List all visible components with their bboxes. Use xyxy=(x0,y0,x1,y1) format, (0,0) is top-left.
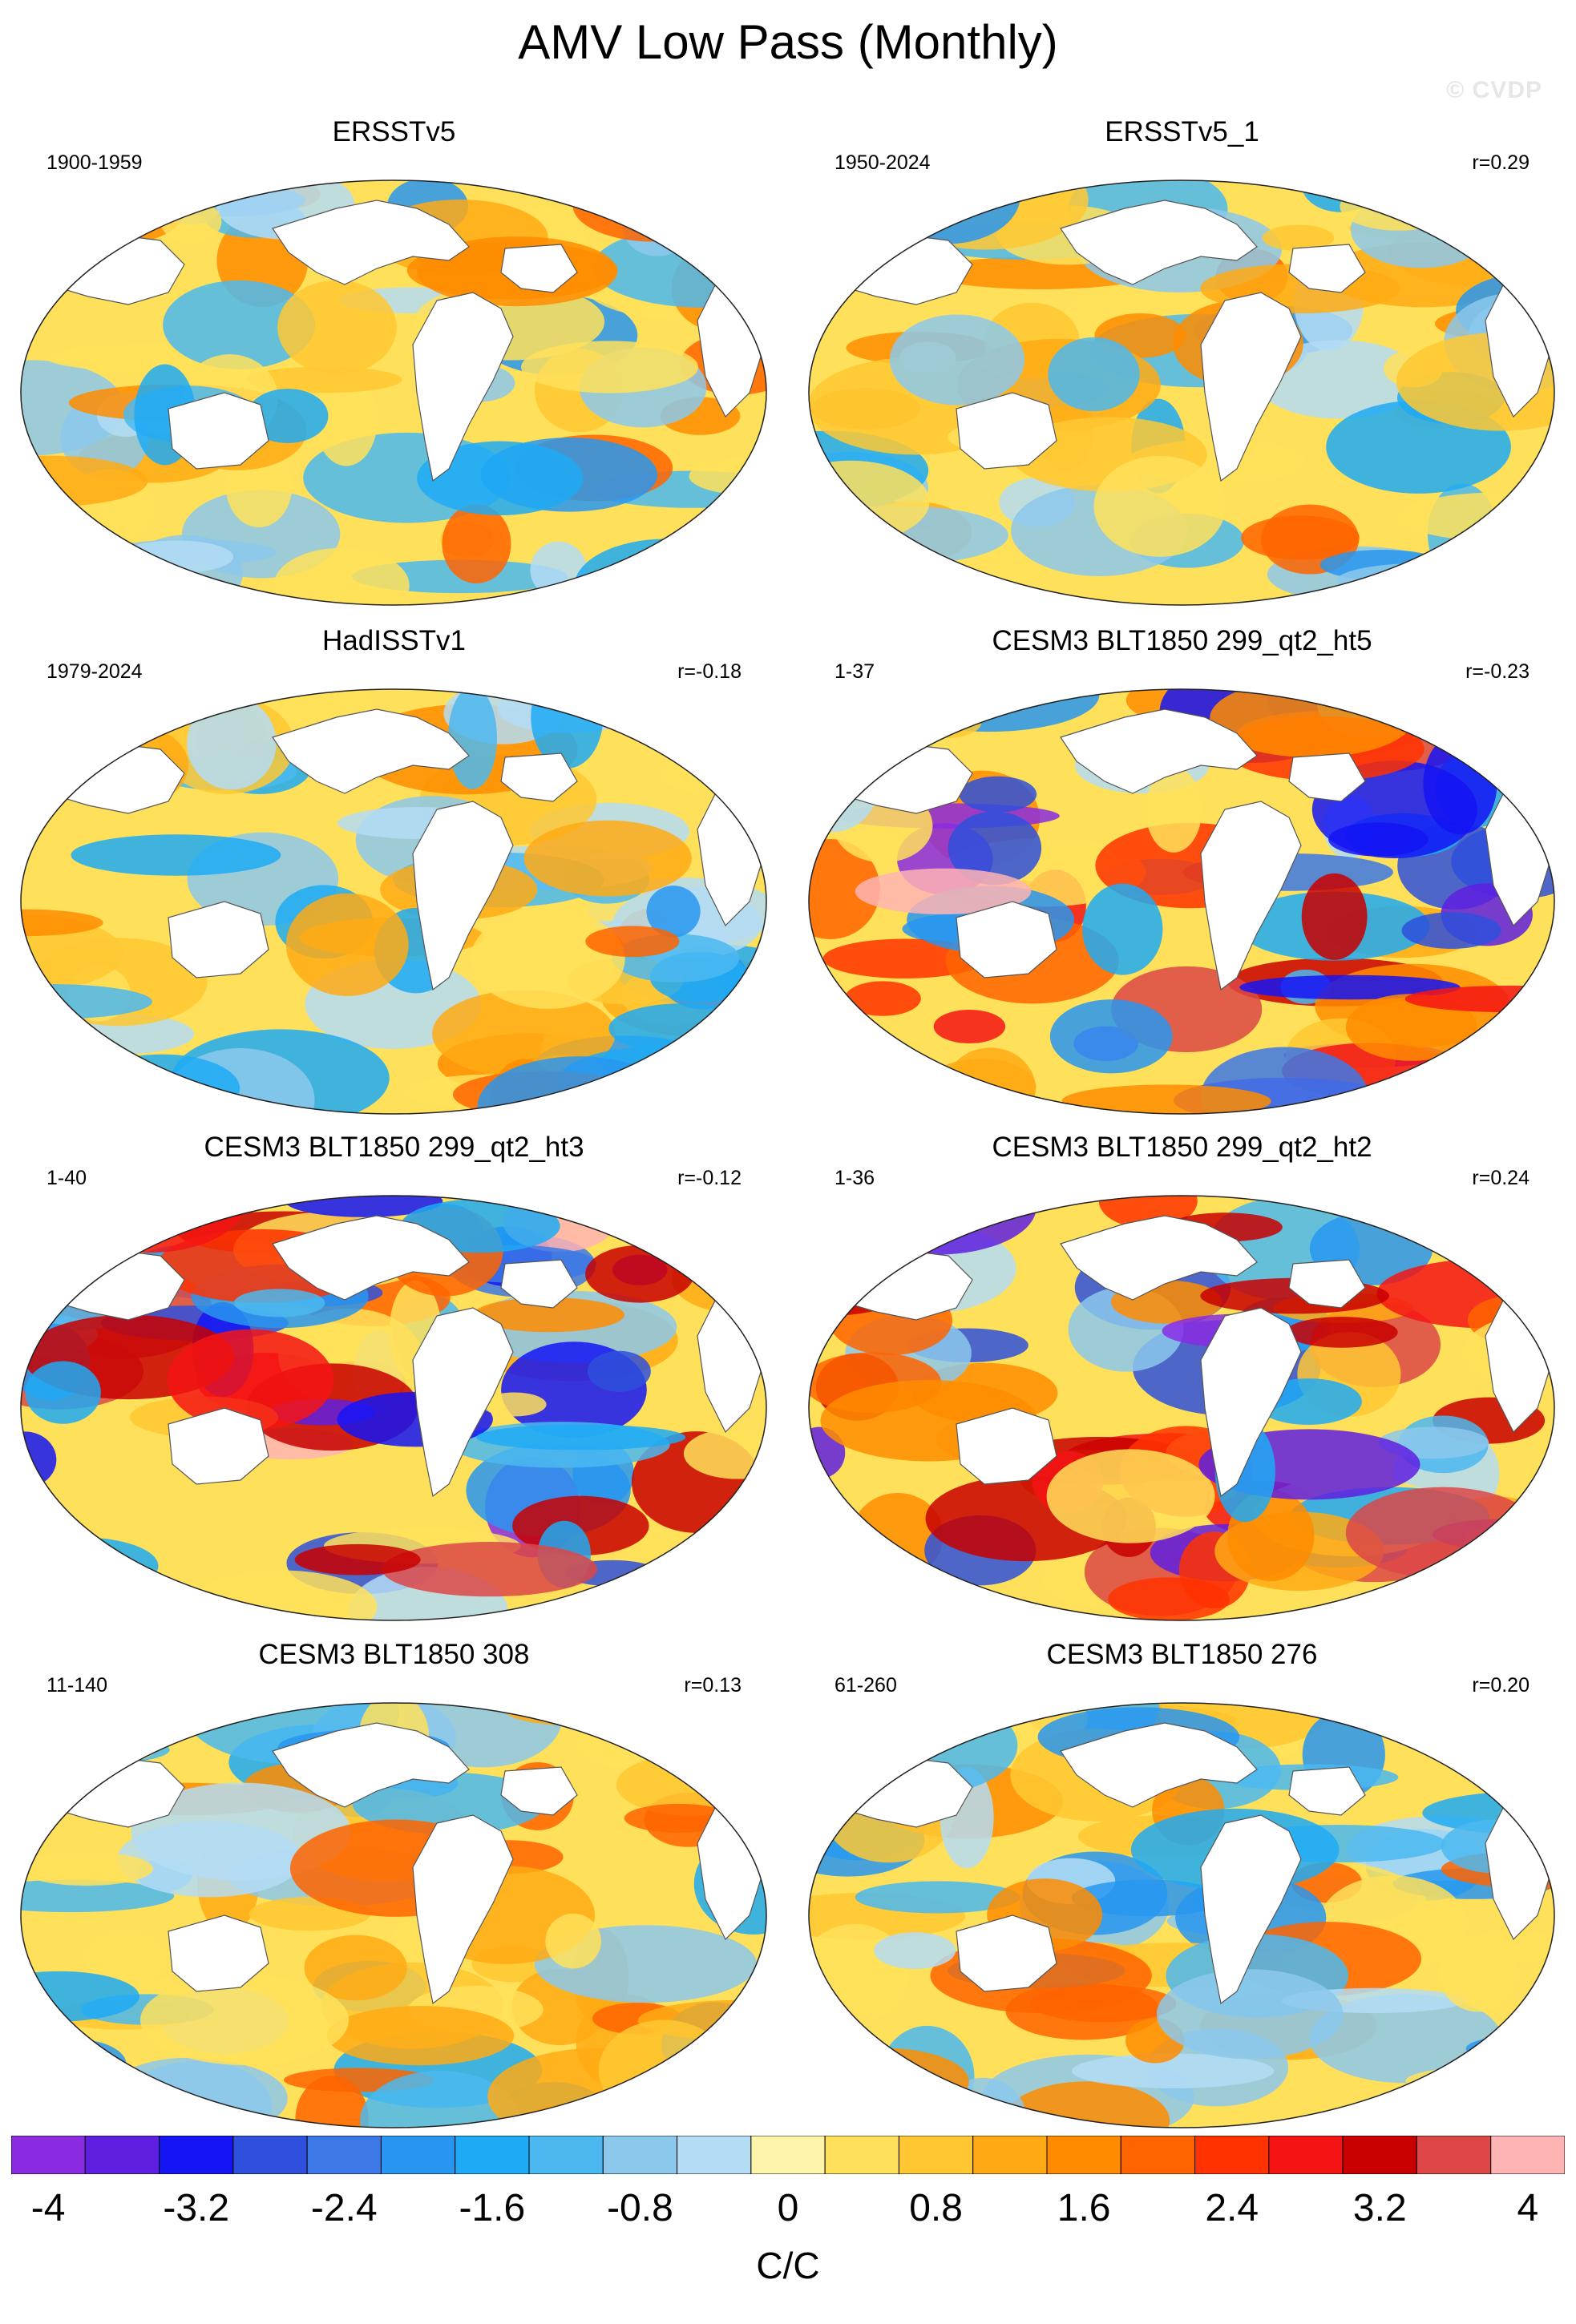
colorbar-swatch xyxy=(972,2136,1048,2174)
map-panel-cesm3-308: CESM3 BLT1850 308 11-140 r=0.13 xyxy=(0,1639,788,2152)
colorbar-tick-label: -2.4 xyxy=(310,2187,378,2229)
colorbar-tick-label: 3.2 xyxy=(1352,2187,1407,2229)
panel-title: ERSSTv5 xyxy=(332,116,456,147)
panel-period: 61-260 xyxy=(834,1674,897,1697)
colorbar-swatch xyxy=(1416,2136,1492,2174)
global-sst-map xyxy=(808,688,1555,1115)
panel-correlation: r=0.29 xyxy=(1472,151,1530,174)
colorbar-swatch xyxy=(824,2136,899,2174)
colorbar xyxy=(11,2136,1565,2174)
colorbar-tick-label: -0.8 xyxy=(607,2187,673,2229)
map-panel-hadisstv1: HadISSTv1 1979-2024 r=-0.18 xyxy=(0,625,788,1138)
colorbar-swatch xyxy=(1120,2136,1196,2174)
global-sst-map xyxy=(20,688,767,1115)
colorbar-tick-label: 1.6 xyxy=(1057,2187,1111,2229)
colorbar-swatch xyxy=(1046,2136,1121,2174)
panel-period: 1-36 xyxy=(834,1167,875,1189)
map-panel-erssstv5: ERSSTv5 1900-1959 xyxy=(0,116,788,629)
panel-correlation: r=-0.18 xyxy=(677,660,742,683)
colorbar-swatch xyxy=(750,2136,826,2174)
panel-correlation: r=0.20 xyxy=(1472,1674,1530,1697)
panel-correlation: r=-0.23 xyxy=(1465,660,1530,683)
panel-title: CESM3 BLT1850 299_qt2_ht2 xyxy=(992,1132,1372,1163)
panel-period: 11-140 xyxy=(46,1674,107,1697)
colorbar-swatch xyxy=(898,2136,974,2174)
colorbar-swatch xyxy=(1268,2136,1344,2174)
colorbar-swatch xyxy=(677,2136,752,2174)
colorbar-tick-label: 2.4 xyxy=(1205,2187,1259,2229)
panel-period: 1-40 xyxy=(46,1167,87,1189)
colorbar-swatch xyxy=(232,2136,308,2174)
colorbar-tick-label: 0.8 xyxy=(909,2187,963,2229)
colorbar-swatch xyxy=(528,2136,604,2174)
panel-period: 1-37 xyxy=(834,660,875,683)
global-sst-map xyxy=(20,1702,767,2128)
panel-title: CESM3 BLT1850 299_qt2_ht3 xyxy=(204,1132,584,1163)
map-panel-erssstv5-1: ERSSTv5_1 1950-2024 r=0.29 xyxy=(788,116,1576,629)
colorbar-swatch xyxy=(84,2136,160,2174)
panel-title: CESM3 BLT1850 299_qt2_ht5 xyxy=(992,625,1372,656)
page-title: AMV Low Pass (Monthly) xyxy=(518,15,1058,69)
panel-period: 1979-2024 xyxy=(46,660,143,683)
colorbar-tick-label: 4 xyxy=(1517,2187,1539,2229)
panel-title: CESM3 BLT1850 308 xyxy=(258,1639,530,1670)
colorbar-swatch xyxy=(1194,2136,1270,2174)
panel-title: HadISSTv1 xyxy=(322,625,466,656)
global-sst-map xyxy=(808,180,1555,606)
global-sst-map xyxy=(808,1195,1555,1621)
cvdp-watermark: © CVDP xyxy=(1446,77,1542,103)
panel-title: ERSSTv5_1 xyxy=(1105,116,1259,147)
map-panel-cesm3-ht2: CESM3 BLT1850 299_qt2_ht2 1-36 r=0.24 xyxy=(788,1132,1576,1644)
map-panel-cesm3-ht5: CESM3 BLT1850 299_qt2_ht5 1-37 r=-0.23 xyxy=(788,625,1576,1138)
global-sst-map xyxy=(20,180,767,606)
global-sst-map xyxy=(20,1195,767,1621)
colorbar-swatch xyxy=(306,2136,382,2174)
panel-correlation: r=-0.12 xyxy=(677,1167,742,1189)
panel-correlation: r=0.24 xyxy=(1472,1167,1530,1189)
colorbar-tick-label: 0 xyxy=(777,2187,799,2229)
panel-title: CESM3 BLT1850 276 xyxy=(1046,1639,1318,1670)
map-panel-cesm3-ht3: CESM3 BLT1850 299_qt2_ht3 1-40 r=-0.12 xyxy=(0,1132,788,1644)
panel-period: 1900-1959 xyxy=(46,151,143,174)
map-panel-cesm3-276: CESM3 BLT1850 276 61-260 r=0.20 xyxy=(788,1639,1576,2152)
colorbar-tick-label: -4 xyxy=(30,2187,66,2229)
colorbar-swatch xyxy=(1342,2136,1417,2174)
panel-period: 1950-2024 xyxy=(834,151,931,174)
colorbar-swatch xyxy=(602,2136,678,2174)
colorbar-swatch xyxy=(1490,2136,1565,2174)
colorbar-swatch xyxy=(11,2136,86,2174)
colorbar-units-label: C/C xyxy=(756,2245,820,2286)
colorbar-tick-label: -1.6 xyxy=(459,2187,526,2229)
colorbar-swatch xyxy=(455,2136,530,2174)
colorbar-swatch xyxy=(380,2136,456,2174)
colorbar-tick-label: -3.2 xyxy=(163,2187,230,2229)
panel-correlation: r=0.13 xyxy=(684,1674,742,1697)
colorbar-swatch xyxy=(159,2136,234,2174)
global-sst-map xyxy=(808,1702,1555,2128)
